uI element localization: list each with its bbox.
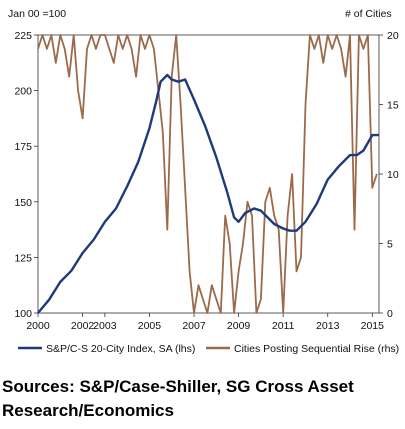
x-tick-label: 2007 bbox=[182, 320, 206, 332]
left-tick-label: 100 bbox=[14, 308, 32, 320]
x-tick-label: 2015 bbox=[361, 320, 385, 332]
x-tick-label: 2011 bbox=[272, 320, 295, 332]
x-tick-label: 2003 bbox=[93, 320, 117, 332]
right-tick-label: 0 bbox=[387, 308, 393, 320]
right-tick-label: 20 bbox=[387, 30, 399, 42]
left-tick-label: 200 bbox=[14, 86, 32, 98]
series-layer bbox=[37, 34, 379, 314]
left-axis: 100 125 150 175 200 225 bbox=[14, 30, 38, 320]
dual-axis-line-chart: Jan 00 =100 # of Cities 1001251501752002… bbox=[8, 8, 399, 355]
source-note: Sources: S&P/Case-Shiller, SG Cross Asse… bbox=[2, 377, 354, 420]
left-axis-title: Jan 00 =100 bbox=[8, 8, 66, 20]
right-axis-title: # of Cities bbox=[345, 8, 392, 20]
x-tick-label: 2013 bbox=[316, 320, 340, 332]
plot-frame bbox=[37, 34, 380, 314]
legend: S&P/C-S 20-City Index, SA (lhs) Cities P… bbox=[18, 343, 399, 355]
series-line-index bbox=[37, 73, 379, 314]
series-line-cities bbox=[37, 34, 378, 314]
x-tick-label: 2002 bbox=[71, 320, 95, 332]
legend-label-cities: Cities Posting Sequential Rise (rhs) bbox=[234, 343, 399, 355]
left-tick-label: 150 bbox=[14, 197, 32, 209]
x-tick-label: 2005 bbox=[138, 320, 162, 332]
legend-label-index: S&P/C-S 20-City Index, SA (lhs) bbox=[46, 343, 195, 355]
left-tick-label: 125 bbox=[14, 252, 32, 264]
left-tick-label: 225 bbox=[14, 30, 32, 42]
right-tick-label: 10 bbox=[387, 169, 399, 181]
right-axis: 0 5 10 15 20 bbox=[379, 30, 399, 320]
x-tick-label: 2009 bbox=[227, 320, 251, 332]
x-tick-label: 2000 bbox=[26, 320, 50, 332]
right-tick-label: 15 bbox=[387, 100, 399, 112]
left-tick-label: 175 bbox=[14, 141, 32, 153]
right-tick-label: 5 bbox=[387, 239, 393, 251]
